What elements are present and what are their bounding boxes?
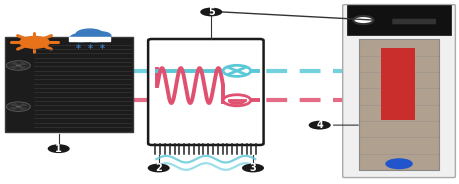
Circle shape — [223, 95, 250, 106]
Circle shape — [385, 158, 412, 169]
Wedge shape — [10, 107, 18, 110]
Wedge shape — [10, 103, 18, 107]
Bar — [347, 5, 450, 35]
FancyBboxPatch shape — [148, 39, 263, 145]
Circle shape — [223, 65, 250, 76]
Wedge shape — [18, 66, 27, 69]
Circle shape — [16, 106, 21, 108]
Bar — [381, 48, 414, 120]
Bar — [5, 37, 133, 132]
Wedge shape — [10, 62, 18, 66]
Circle shape — [70, 34, 90, 42]
Circle shape — [90, 32, 111, 40]
Circle shape — [16, 64, 21, 67]
Wedge shape — [10, 66, 18, 69]
Circle shape — [6, 61, 30, 70]
Circle shape — [200, 8, 222, 16]
FancyBboxPatch shape — [342, 5, 454, 178]
Circle shape — [76, 29, 103, 40]
Circle shape — [87, 35, 103, 42]
Text: 5: 5 — [207, 7, 214, 17]
Wedge shape — [18, 107, 27, 110]
Text: *: * — [76, 44, 80, 54]
Bar — [358, 39, 438, 170]
Circle shape — [147, 164, 169, 172]
Text: 4: 4 — [316, 120, 322, 130]
Circle shape — [48, 144, 70, 153]
Text: 1: 1 — [55, 144, 62, 154]
Circle shape — [308, 121, 330, 130]
Circle shape — [6, 102, 30, 112]
Text: *: * — [100, 44, 104, 54]
Wedge shape — [18, 62, 27, 66]
Circle shape — [241, 164, 263, 172]
FancyBboxPatch shape — [392, 19, 435, 24]
Text: *: * — [88, 44, 92, 54]
Text: 2: 2 — [155, 163, 162, 173]
Circle shape — [353, 16, 373, 24]
Wedge shape — [18, 103, 27, 107]
Circle shape — [20, 36, 49, 48]
Bar — [69, 37, 110, 41]
Text: 3: 3 — [249, 163, 256, 173]
